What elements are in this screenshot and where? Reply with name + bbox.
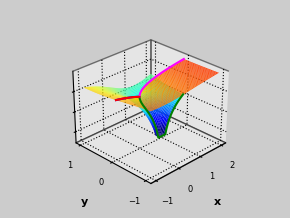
Y-axis label: y: y <box>81 197 88 207</box>
X-axis label: x: x <box>214 197 221 207</box>
